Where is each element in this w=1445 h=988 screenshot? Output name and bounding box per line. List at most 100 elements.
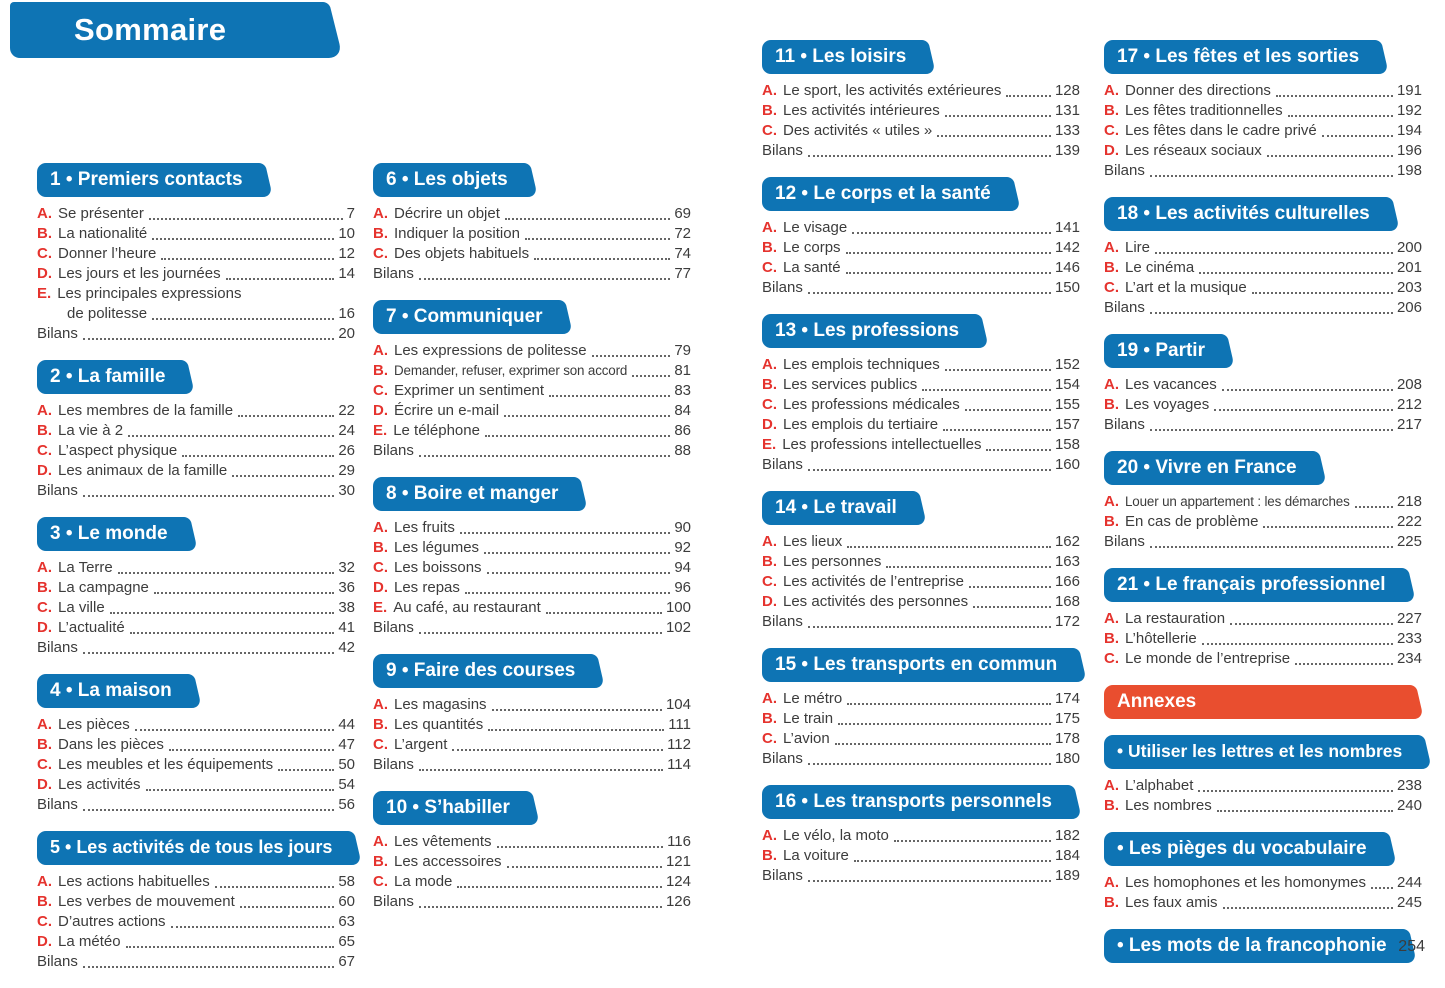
- item-title: Dans les pièces: [58, 736, 164, 753]
- toc-item: D. Les activités des personnes 168: [762, 592, 1080, 612]
- item-page-number: 58: [338, 873, 355, 890]
- toc-item: A. Louer un appartement : les démarches 21…: [1104, 492, 1422, 512]
- toc-item: A. Le vélo, la moto 182: [762, 826, 1080, 846]
- dotted-leader: [632, 375, 671, 377]
- item-title: Le monde de l’entreprise: [1125, 650, 1291, 667]
- item-page-number: 121: [665, 853, 691, 870]
- item-title: Les lieux: [783, 533, 843, 550]
- item-page-number: 90: [674, 519, 691, 536]
- dotted-leader: [418, 278, 671, 280]
- section-banner: • Les pièges du vocabulaire: [1104, 832, 1381, 866]
- item-title: La santé: [783, 259, 841, 276]
- dotted-leader: [504, 415, 671, 417]
- item-title: Bilans: [373, 756, 414, 773]
- item-letter: A.: [1104, 376, 1119, 393]
- item-letter: B.: [1104, 259, 1119, 276]
- toc-item: Bilans 206: [1104, 298, 1422, 318]
- section-banner: 14 • Le travail: [762, 491, 911, 525]
- dotted-leader: [82, 338, 335, 340]
- item-title: Les réseaux sociaux: [1125, 142, 1262, 159]
- item-title: Le corps: [783, 239, 841, 256]
- item-page-number: 163: [1054, 553, 1080, 570]
- dotted-leader: [418, 769, 664, 771]
- toc-item: C. L’avion 178: [762, 729, 1080, 749]
- item-letter: A.: [762, 356, 777, 373]
- item-letter: B.: [1104, 797, 1119, 814]
- item-page-number: 198: [1396, 162, 1422, 179]
- item-letter: C.: [762, 730, 777, 747]
- item-page-number: 201: [1396, 259, 1422, 276]
- item-page-number: 92: [674, 539, 691, 556]
- item-letter: B.: [1104, 396, 1119, 413]
- item-letter: B.: [1104, 894, 1119, 911]
- item-letter: A.: [37, 402, 52, 419]
- toc-item: B. Indiquer la position 72: [373, 224, 691, 244]
- toc-item: Bilans 30: [37, 481, 355, 501]
- item-page-number: 180: [1054, 750, 1080, 767]
- item-letter: C.: [37, 756, 52, 773]
- item-title: Bilans: [37, 639, 78, 656]
- toc-item: A. Les vêtements 116: [373, 832, 691, 852]
- dotted-leader: [134, 729, 335, 731]
- dotted-leader: [1214, 409, 1393, 411]
- toc-item: D. Les animaux de la famille 29: [37, 461, 355, 481]
- dotted-leader: [1354, 506, 1393, 508]
- item-page-number: 96: [674, 579, 691, 596]
- item-title: Les pièces: [58, 716, 130, 733]
- toc-item: B. Les fêtes traditionnelles 192: [1104, 101, 1422, 121]
- item-letter: A.: [373, 696, 388, 713]
- item-letter: B.: [373, 539, 388, 556]
- item-page-number: 10: [338, 225, 355, 242]
- item-page-number: 12: [338, 245, 355, 262]
- dotted-leader: [1230, 623, 1393, 625]
- item-page-number: 141: [1054, 219, 1080, 236]
- dotted-leader: [459, 532, 671, 534]
- dotted-leader: [148, 218, 343, 220]
- toc-item: A. Le métro 174: [762, 689, 1080, 709]
- toc-item: Bilans 56: [37, 795, 355, 815]
- item-page-number: 84: [674, 402, 691, 419]
- item-page-number: 126: [665, 893, 691, 910]
- toc-item: B. Les services publics 154: [762, 375, 1080, 395]
- item-title: Les magasins: [394, 696, 487, 713]
- item-title: Louer un appartement : les démarches: [1125, 494, 1350, 509]
- toc-item: Bilans 150: [762, 278, 1080, 298]
- dotted-leader: [153, 592, 335, 594]
- dotted-leader: [117, 572, 335, 574]
- item-page-number: 160: [1054, 456, 1080, 473]
- item-letter: B.: [762, 847, 777, 864]
- toc-item: Bilans 126: [373, 892, 691, 912]
- toc-item: B. La campagne 36: [37, 578, 355, 598]
- section-banner: 19 • Partir: [1104, 334, 1219, 368]
- toc-item: Bilans 189: [762, 866, 1080, 886]
- toc-item: B. Le cinéma 201: [1104, 258, 1422, 278]
- item-title: Les boissons: [394, 559, 482, 576]
- toc-item: E. Les principales expressions: [37, 284, 355, 304]
- toc-section: 2 • La famille A. Les membres de la famill…: [37, 360, 355, 501]
- item-page-number: 24: [338, 422, 355, 439]
- item-page-number: 157: [1054, 416, 1080, 433]
- item-letter: C.: [373, 245, 388, 262]
- dotted-leader: [1149, 429, 1393, 431]
- item-letter: D.: [37, 462, 52, 479]
- dotted-leader: [944, 369, 1051, 371]
- item-page-number: 217: [1396, 416, 1422, 433]
- toc-item: Bilans 198: [1104, 161, 1422, 181]
- item-letter: A.: [1104, 610, 1119, 627]
- item-page-number: 20: [338, 325, 355, 342]
- item-letter: B.: [373, 362, 388, 379]
- item-title: L’argent: [394, 736, 448, 753]
- item-title: Les actions habituelles: [58, 873, 210, 890]
- item-title: Bilans: [1104, 162, 1145, 179]
- toc-item: D. Les emplois du tertiaire 157: [762, 415, 1080, 435]
- item-title: Les professions intellectuelles: [782, 436, 982, 453]
- item-title: Le vélo, la moto: [783, 827, 889, 844]
- dotted-leader: [418, 906, 662, 908]
- toc-section: 14 • Le travail A. Les lieux 162 B. Les perso…: [762, 491, 1080, 632]
- dotted-leader: [129, 632, 335, 634]
- item-title: En cas de problème: [1125, 513, 1259, 530]
- item-letter: B.: [762, 102, 777, 119]
- dotted-leader: [82, 652, 335, 654]
- section-banner: 10 • S’habiller: [373, 791, 524, 825]
- toc-item: Bilans 88: [373, 441, 691, 461]
